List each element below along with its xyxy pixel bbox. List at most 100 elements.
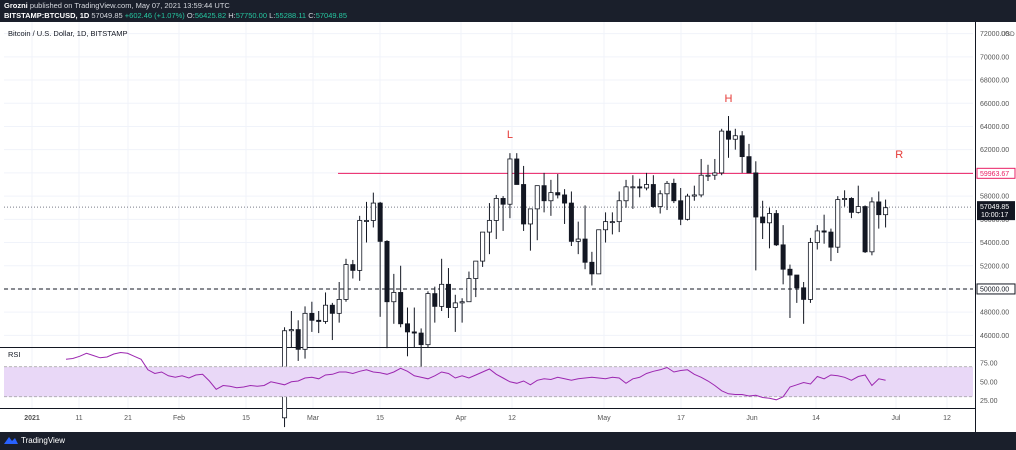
candle-body [650,184,656,207]
candle-body [370,202,376,221]
candle-body [541,185,547,202]
open-value: 56425.82 [194,11,227,20]
candle-body [596,229,602,275]
candle-body [698,174,704,196]
candle-body [678,200,684,220]
rsi-tick-label: 25.00 [980,398,998,405]
candle-body [862,206,868,253]
time-tick-label: Feb [173,415,185,422]
last-price: 57049.85 [91,11,123,20]
candle-body [821,230,827,233]
rsi-tick-label: 50.00 [980,379,998,386]
chart-title: Bitcoin / U.S. Dollar, 1D, BITSTAMP [8,29,127,38]
price-tick-label: 68000.00 [980,78,1009,85]
high-value: 57750.00 [235,11,268,20]
price-tick-label: 64000.00 [980,124,1009,131]
candle-body [425,293,431,346]
candle-body [575,238,581,242]
candle-body [466,278,472,303]
symbol-label: BITSTAMP:BTCUSD, 1D [4,11,90,20]
time-tick-label: May [597,415,611,422]
tradingview-logo[interactable]: TradingView [4,436,65,445]
candle-body [801,287,807,300]
candle-body [644,184,650,189]
candle-body [336,299,342,314]
candle-body [404,323,410,333]
price-tick-label: 54000.00 [980,240,1009,247]
candle-body [685,195,691,220]
pattern-annotation: R [895,149,903,161]
time-tick-label: Jun [746,415,757,422]
low-value: 55288.11 [275,11,307,20]
candle-body [384,240,390,303]
candle-body [828,231,834,248]
candle-body [855,206,861,213]
tradingview-brand: TradingView [21,436,66,445]
candle-body [582,238,588,263]
price-tick-label: 66000.00 [980,101,1009,108]
candle-body [527,208,533,225]
author-name: Grozni [4,1,28,10]
candle-body [548,192,554,202]
candle-body [439,283,445,307]
candle-body [773,213,779,246]
candle-body [555,192,561,196]
candle-body [486,220,492,233]
candle-body [377,202,383,242]
rsi-label: RSI [8,350,21,359]
candle-body [391,292,397,303]
candle-body [589,261,595,275]
candle-body [616,200,622,223]
candle-body [534,185,540,210]
candle-body [732,135,738,140]
candle-body [712,172,718,176]
currency-unit: USD [1001,31,1015,38]
ohlc-info: BITSTAMP:BTCUSD, 1D 57049.85 +602.46 (+1… [4,11,347,20]
candle-body [725,130,731,140]
candle-body [568,202,574,242]
candle-body [302,312,308,350]
candle-body [473,260,479,279]
candle-body [609,221,615,224]
time-tick-label: 21 [124,415,132,422]
candle-body [507,158,513,205]
open-label: O: [186,11,195,20]
price-tick-label: 58000.00 [980,194,1009,201]
candle-body [657,193,663,207]
candle-body [623,186,629,202]
price-tick-label: 46000.00 [980,333,1009,340]
candle-body [432,293,438,307]
candle-body [357,220,363,271]
candle-body [739,135,745,158]
candle-body [459,301,465,304]
pattern-annotation: H [725,93,733,105]
price-chart[interactable]: Bitcoin / U.S. Dollar, 1D, BITSTAMP 46000… [0,22,1016,432]
candle-body [794,274,800,289]
time-tick-label: 12 [508,415,516,422]
publish-info: Grozni published on TradingView.com, May… [4,1,230,10]
candle-body [780,244,786,270]
candle-body [814,230,820,243]
time-tick-label: 14 [812,415,820,422]
candle-body [630,186,636,189]
candle-body [807,242,813,300]
candle-body [705,174,711,177]
price-tick-label: 70000.00 [980,54,1009,61]
candle-body [288,329,294,332]
candle-body [521,184,527,225]
price-change: +602.46 (+1.07%) [124,11,185,20]
time-tick-label: 17 [677,415,685,422]
candle-body [343,264,349,300]
chart-background [0,22,1016,432]
candle-body [603,221,609,231]
candle-body [746,156,752,174]
candle-body [323,304,329,322]
candle-body [691,194,697,197]
candle-body [309,312,315,321]
candle-body [514,158,520,185]
candle-body [295,329,301,350]
last-price-label-box [977,201,1015,221]
candle-body [883,207,889,216]
time-tick-label: Mar [307,415,320,422]
level-label: 50000.00 [980,286,1009,293]
